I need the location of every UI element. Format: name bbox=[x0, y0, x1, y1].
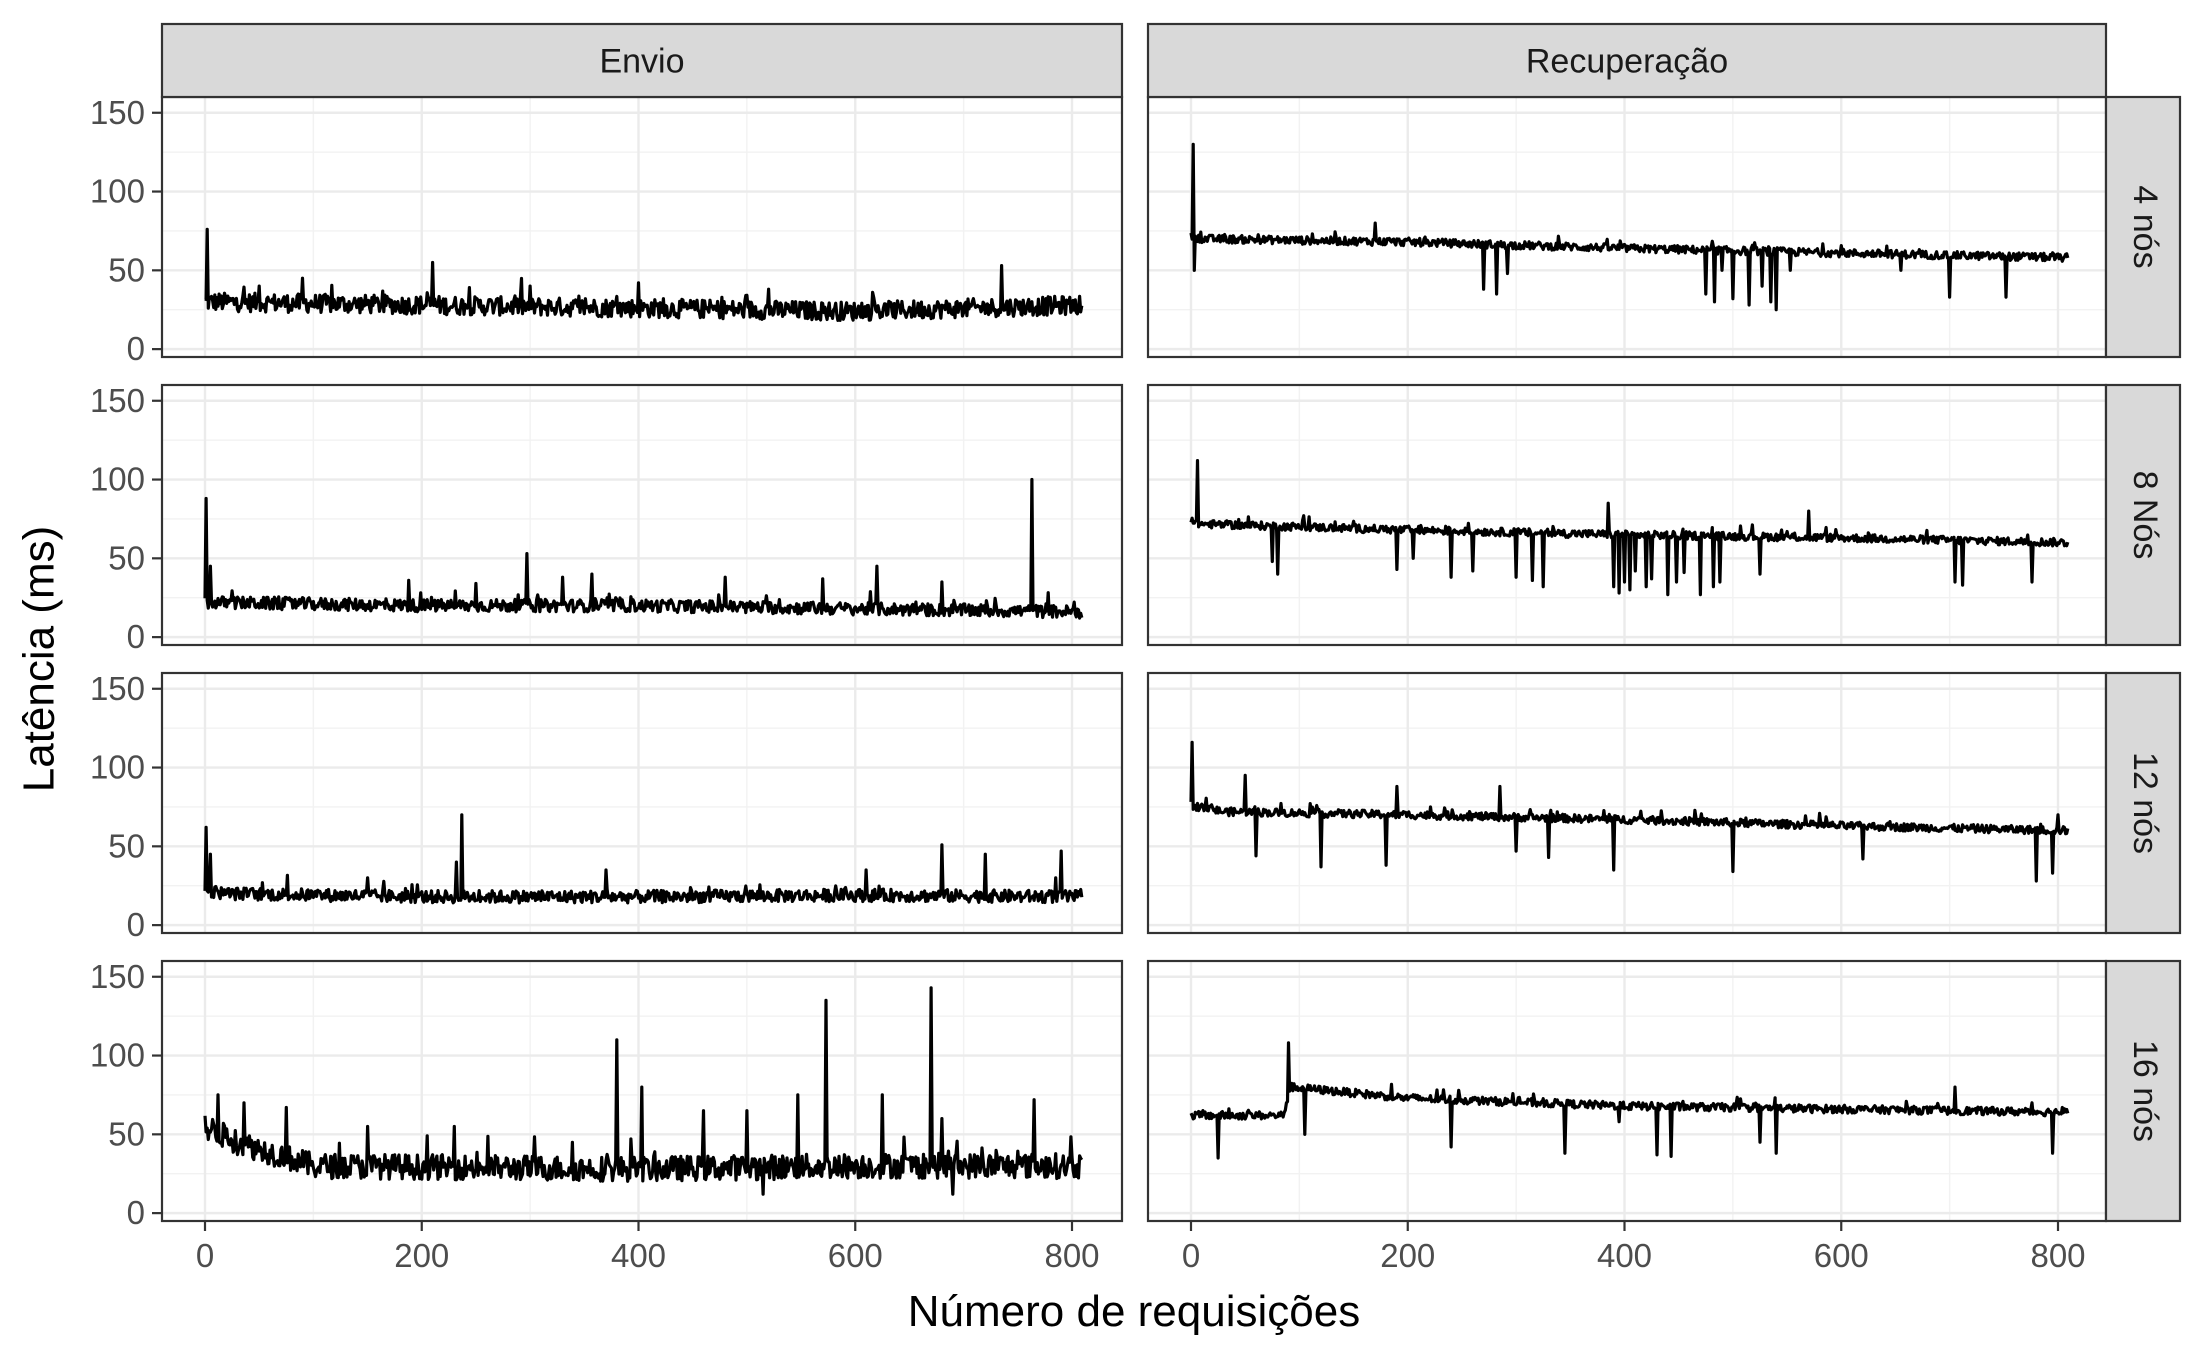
x-tick-label: 200 bbox=[1380, 1237, 1435, 1274]
column-strip bbox=[160, 22, 1124, 99]
y-tick-label: 0 bbox=[127, 906, 145, 943]
x-tick-label: 600 bbox=[828, 1237, 883, 1274]
panel-border bbox=[160, 383, 1124, 647]
y-tick-label: 100 bbox=[90, 1037, 145, 1074]
panel-background bbox=[1148, 97, 2106, 357]
row-strip bbox=[2104, 383, 2182, 647]
x-tick-label: 800 bbox=[2030, 1237, 2085, 1274]
panel-border bbox=[160, 671, 1124, 935]
x-axis-title: Número de requisições bbox=[908, 1287, 1360, 1336]
row-strip-label: 8 Nós bbox=[2126, 471, 2164, 560]
column-strip-label: Envio bbox=[599, 43, 684, 81]
latency-series-line bbox=[204, 227, 1084, 322]
latency-series-line bbox=[1189, 740, 2070, 883]
latency-series-line bbox=[1189, 1041, 2070, 1160]
x-tick-label: 400 bbox=[1597, 1237, 1652, 1274]
panel-border bbox=[160, 959, 1124, 1223]
y-tick-label: 50 bbox=[108, 1115, 145, 1152]
latency-series-line bbox=[203, 813, 1084, 905]
latency-series-line bbox=[1189, 142, 2070, 312]
y-tick-label: 50 bbox=[108, 251, 145, 288]
x-tick-label: 0 bbox=[1182, 1237, 1200, 1274]
y-tick-label: 0 bbox=[127, 330, 145, 367]
y-tick-label: 0 bbox=[127, 1194, 145, 1231]
panel-background bbox=[162, 673, 1122, 933]
row-strip bbox=[2104, 671, 2182, 935]
row-strip-label: 12 nós bbox=[2126, 752, 2164, 854]
y-tick-label: 50 bbox=[108, 539, 145, 576]
row-strip-label: 4 nós bbox=[2126, 185, 2164, 268]
x-tick-label: 800 bbox=[1044, 1237, 1099, 1274]
column-strip-label: Recuperação bbox=[1526, 43, 1728, 81]
x-tick-label: 600 bbox=[1814, 1237, 1869, 1274]
x-tick-label: 400 bbox=[611, 1237, 666, 1274]
y-tick-label: 150 bbox=[90, 382, 145, 419]
y-tick-label: 50 bbox=[108, 827, 145, 864]
panel-background bbox=[1148, 673, 2106, 933]
latency-series-line bbox=[203, 986, 1084, 1196]
y-tick-label: 150 bbox=[90, 94, 145, 131]
x-tick-label: 0 bbox=[196, 1237, 214, 1274]
y-tick-label: 0 bbox=[127, 618, 145, 655]
y-tick-label: 150 bbox=[90, 670, 145, 707]
y-tick-label: 150 bbox=[90, 958, 145, 995]
latency-series-line bbox=[203, 477, 1084, 620]
y-tick-label: 100 bbox=[90, 749, 145, 786]
row-strip bbox=[2104, 959, 2182, 1223]
y-axis-title: Latência (ms) bbox=[15, 526, 64, 793]
row-strip bbox=[2104, 95, 2182, 359]
x-tick-label: 200 bbox=[394, 1237, 449, 1274]
y-tick-label: 100 bbox=[90, 173, 145, 210]
column-strip bbox=[1146, 22, 2108, 99]
panel-background bbox=[162, 97, 1122, 357]
panel-background bbox=[1148, 385, 2106, 645]
latency-series-line bbox=[1189, 459, 2070, 597]
y-tick-label: 100 bbox=[90, 461, 145, 498]
row-strip-label: 16 nós bbox=[2126, 1040, 2164, 1142]
